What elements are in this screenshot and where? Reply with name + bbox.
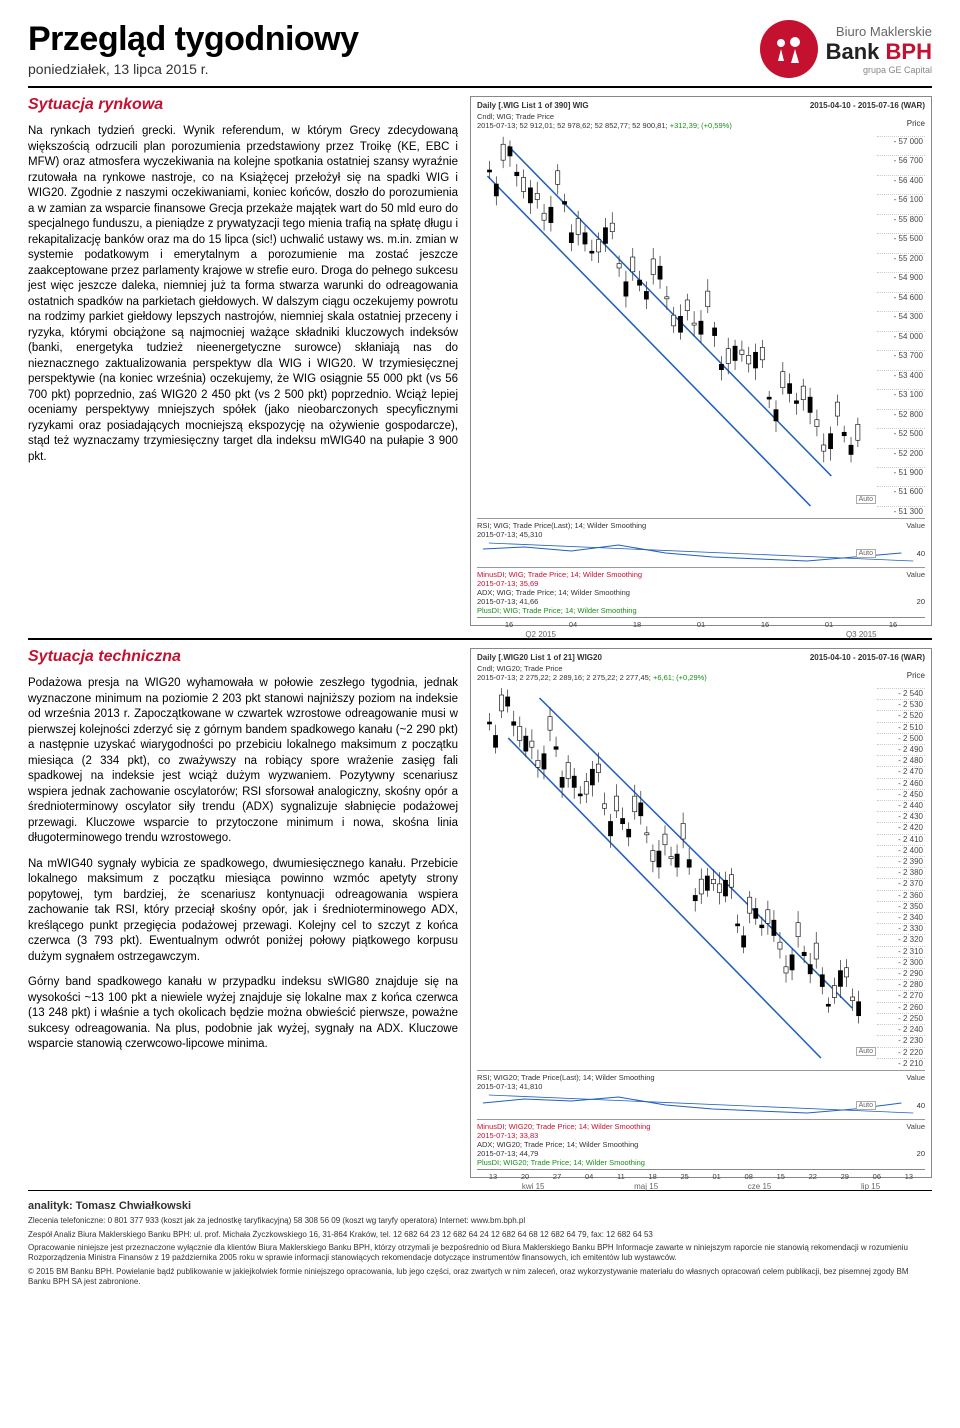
section1-title: Sytuacja rynkowa [28,96,458,114]
chart1-change: +312,39; (+0,59%) [670,121,732,130]
section1-body: Na rynkach tydzień grecki. Wynik referen… [28,124,458,465]
chart2-container: Daily [.WIG20 List 1 of 21] WIG20 2015-0… [470,648,932,1178]
chart1-xaxis: 16041801160116 [477,617,925,629]
footer-line1: Zlecenia telefoniczne: 0 801 377 933 (ko… [28,1216,932,1226]
chart2-yaxis: - 2 540- 2 530- 2 520- 2 510- 2 500- 2 4… [877,688,925,1068]
logo-line2: Bank BPH [826,39,932,65]
section-market: Sytuacja rynkowa Na rynkach tydzień grec… [28,96,932,626]
chart1-container: Daily [.WIG List 1 of 390] WIG 2015-04-1… [470,96,932,626]
chart2-title-left: Daily [.WIG20 List 1 of 21] WIG20 [477,653,602,662]
auto-badge-4: Auto [856,1101,876,1110]
chart2-sub: Cndl; WIG20; Trade Price [477,664,562,673]
chart1-adx: MinusDI; WIG; Trade Price; 14; Wilder Sm… [477,567,925,615]
chart2-adx: MinusDI; WIG20; Trade Price; 14; Wilder … [477,1119,925,1167]
main-title: Przegląd tygodniowy [28,20,359,59]
chart1-candles [477,136,873,516]
auto-badge-3: Auto [856,1047,876,1056]
footer-line3: Opracowanie niniejsze jest przeznaczone … [28,1243,932,1264]
chart1-title-right: 2015-04-10 - 2015-07-16 (WAR) [810,101,925,110]
chart2-dateinfo: 2015-07-13; 2 275,22; 2 289,16; 2 275,22… [477,673,651,682]
auto-badge-2: Auto [856,549,876,558]
section2-body: Podażowa presja na WIG20 wyhamowała w po… [28,676,458,1053]
chart2-price-label: Price [907,671,925,680]
chart1-title-left: Daily [.WIG List 1 of 390] WIG [477,101,589,110]
chart1-sub: Cndl; WIG; Trade Price [477,112,554,121]
chart2-candles [477,688,873,1068]
chart1-yaxis: - 57 000- 56 700- 56 400- 56 100- 55 800… [877,136,925,516]
footer-line2: Zespół Analiz Biura Maklerskiego Banku B… [28,1230,932,1240]
chart2-title-right: 2015-04-10 - 2015-07-16 (WAR) [810,653,925,662]
section2-para3: Górny band spadkowego kanału w przypadku… [28,975,458,1053]
footer-line4: © 2015 BM Banku BPH. Powielanie bądź pub… [28,1267,932,1288]
logo-line3: grupa GE Capital [826,65,932,75]
chart1-price-label: Price [907,119,925,128]
section2-para1: Podażowa presja na WIG20 wyhamowała w po… [28,676,458,847]
subtitle: poniedziałek, 13 lipca 2015 r. [28,61,359,77]
chart2-xaxis: 1320270411182501081522290613 [477,1169,925,1181]
auto-badge: Auto [856,495,876,504]
chart2-change: +6,61; (+0,29%) [653,673,707,682]
section-technical: Sytuacja techniczna Podażowa presja na W… [28,648,932,1178]
logo-icon [760,20,818,78]
section2-para2: Na mWIG40 sygnały wybicia ze spadkowego,… [28,857,458,966]
analyst-name: analityk: Tomasz Chwiałkowski [28,1199,932,1213]
footer: analityk: Tomasz Chwiałkowski Zlecenia t… [28,1199,932,1288]
chart1-dateinfo: 2015-07-13; 52 912,01; 52 978,62; 52 852… [477,121,668,130]
section2-title: Sytuacja techniczna [28,648,458,666]
header: Przegląd tygodniowy poniedziałek, 13 lip… [28,20,932,78]
logo-line1: Biuro Maklerskie [826,24,932,39]
divider [28,86,932,88]
section1-para1: Na rynkach tydzień grecki. Wynik referen… [28,124,458,465]
logo: Biuro Maklerskie Bank BPH grupa GE Capit… [760,20,932,78]
